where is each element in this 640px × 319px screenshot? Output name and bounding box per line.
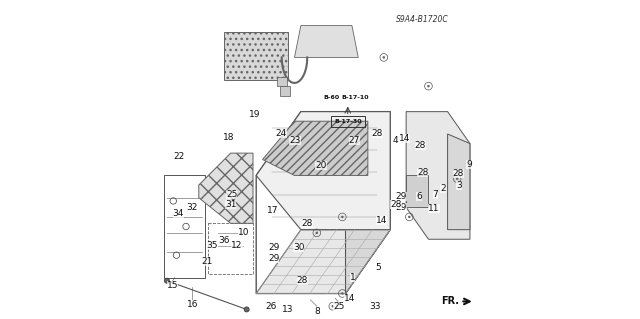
- Text: 29: 29: [268, 254, 280, 263]
- Circle shape: [332, 305, 334, 308]
- Text: 28: 28: [297, 276, 308, 285]
- Text: 29: 29: [396, 192, 407, 201]
- Circle shape: [341, 216, 344, 218]
- Text: S9A4-B1720C: S9A4-B1720C: [396, 15, 449, 24]
- Text: 26: 26: [265, 302, 276, 311]
- Text: 28: 28: [301, 219, 313, 228]
- Text: 28: 28: [452, 169, 464, 178]
- Circle shape: [341, 292, 344, 295]
- Text: 1: 1: [349, 273, 355, 282]
- Text: 23: 23: [289, 136, 301, 145]
- Text: 7: 7: [433, 190, 438, 199]
- Text: 33: 33: [369, 302, 381, 311]
- Text: 21: 21: [201, 257, 212, 266]
- Circle shape: [456, 177, 458, 180]
- Polygon shape: [256, 230, 390, 293]
- Text: 2: 2: [440, 184, 446, 193]
- FancyBboxPatch shape: [277, 77, 287, 86]
- Text: 14: 14: [399, 134, 410, 143]
- Text: 34: 34: [173, 209, 184, 218]
- Text: 14: 14: [344, 294, 355, 303]
- Text: 4: 4: [392, 136, 398, 145]
- Polygon shape: [199, 153, 253, 223]
- Text: 30: 30: [293, 243, 305, 252]
- Text: 27: 27: [349, 136, 360, 145]
- Polygon shape: [294, 26, 358, 57]
- Text: 25: 25: [226, 190, 237, 199]
- Text: 17: 17: [267, 206, 278, 215]
- Circle shape: [383, 56, 385, 59]
- Polygon shape: [346, 112, 390, 293]
- Text: 28: 28: [417, 168, 428, 177]
- Text: 19: 19: [249, 110, 260, 119]
- Text: 11: 11: [428, 204, 440, 213]
- Text: B-17-10: B-17-10: [341, 95, 369, 100]
- FancyBboxPatch shape: [280, 86, 290, 96]
- Text: FR.: FR.: [441, 296, 459, 307]
- Text: 16: 16: [187, 300, 198, 309]
- Text: 28: 28: [390, 200, 402, 209]
- Text: 6: 6: [416, 192, 422, 201]
- Text: 35: 35: [207, 241, 218, 250]
- Text: 20: 20: [316, 161, 326, 170]
- Text: 8: 8: [314, 307, 320, 315]
- Circle shape: [427, 85, 429, 87]
- Text: B-60: B-60: [323, 95, 339, 100]
- Text: 5: 5: [375, 263, 381, 272]
- Text: 3: 3: [456, 181, 462, 189]
- Text: 9: 9: [467, 160, 472, 169]
- Text: 18: 18: [223, 133, 235, 142]
- Text: 25: 25: [333, 302, 345, 311]
- Text: 13: 13: [282, 305, 293, 314]
- Polygon shape: [262, 121, 368, 175]
- Text: 36: 36: [218, 236, 230, 245]
- Text: 28: 28: [372, 130, 383, 138]
- Polygon shape: [406, 112, 470, 239]
- Polygon shape: [447, 134, 470, 230]
- Text: 12: 12: [232, 241, 243, 250]
- Text: 31: 31: [225, 200, 236, 209]
- Polygon shape: [256, 112, 390, 230]
- Text: 32: 32: [186, 203, 198, 212]
- Text: 24: 24: [275, 130, 287, 138]
- Text: B-17-30: B-17-30: [334, 119, 362, 124]
- Polygon shape: [224, 32, 288, 80]
- Text: 10: 10: [237, 228, 249, 237]
- Circle shape: [316, 232, 318, 234]
- Text: 15: 15: [167, 281, 179, 290]
- Text: 14: 14: [376, 216, 387, 225]
- Polygon shape: [406, 175, 428, 207]
- Circle shape: [244, 307, 249, 312]
- Text: 28: 28: [415, 141, 426, 150]
- Text: 29: 29: [269, 243, 280, 252]
- Text: 22: 22: [173, 152, 184, 161]
- Text: 29: 29: [396, 203, 407, 212]
- Circle shape: [408, 216, 411, 218]
- Circle shape: [164, 278, 170, 283]
